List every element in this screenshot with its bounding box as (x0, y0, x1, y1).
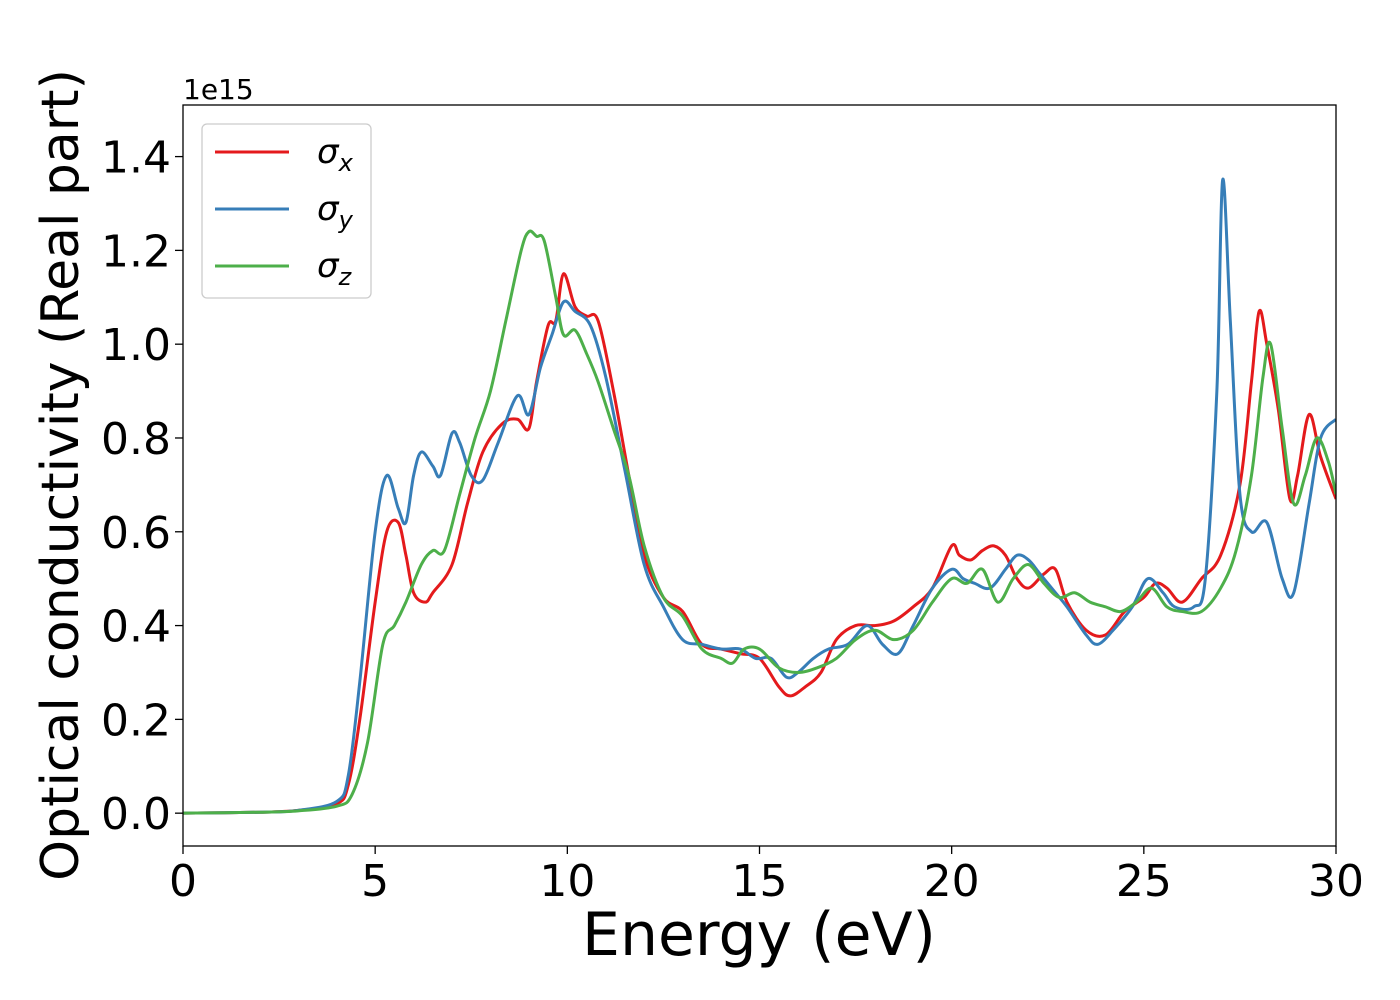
x-tick-label: 20 (924, 856, 980, 907)
x-axis-label: Energy (eV) (582, 900, 936, 970)
y-tick-label: 0.4 (101, 602, 171, 653)
y-offset-label: 1e15 (183, 73, 254, 106)
series-line-sigma-z (183, 229, 1336, 815)
y-tick-label: 1.0 (101, 320, 171, 371)
legend-box (201, 123, 372, 299)
series-layer (183, 177, 1336, 815)
series-line-sigma-x (183, 272, 1336, 815)
y-tick-label: 1.4 (101, 133, 171, 184)
legend-label-sigma-y: σy (317, 189, 354, 234)
x-tick-label: 25 (1116, 856, 1172, 907)
x-tick-label: 30 (1308, 856, 1364, 907)
y-tick-label: 0.8 (101, 414, 171, 465)
y-axis-label: Optical conductivity (Real part) (31, 69, 91, 881)
legend: σx σy σz (201, 123, 372, 299)
legend-label-sigma-z: σz (317, 246, 353, 291)
y-tick-label: 1.2 (101, 226, 171, 277)
series-line-sigma-y (183, 177, 1336, 815)
y-tick-label: 0.2 (101, 695, 171, 746)
y-axis: 0.0 0.2 0.4 0.6 0.8 1.0 1.2 1.4 (101, 133, 183, 840)
y-tick-label: 0.6 (101, 508, 171, 559)
x-tick-label: 15 (732, 856, 788, 907)
x-axis: 0 5 10 15 20 25 30 (169, 846, 1364, 907)
x-tick-label: 0 (169, 856, 197, 907)
y-tick-label: 0.0 (101, 789, 171, 840)
legend-label-sigma-x: σx (317, 132, 354, 177)
x-tick-label: 10 (539, 856, 595, 907)
x-tick-label: 5 (361, 856, 389, 907)
